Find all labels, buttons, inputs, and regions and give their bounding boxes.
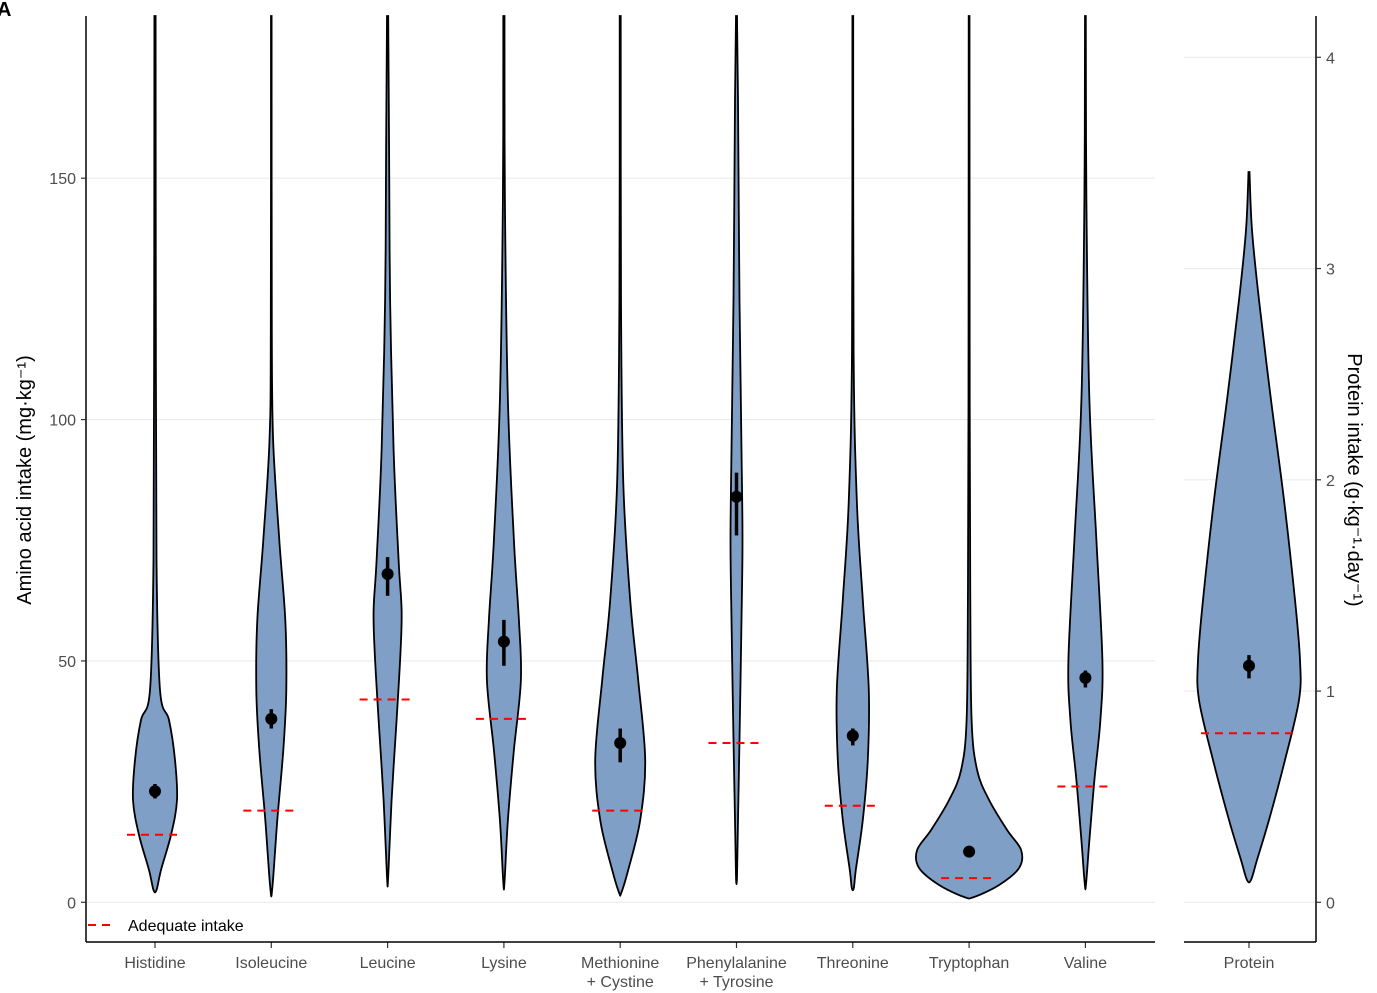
legend-label: Adequate intake	[128, 918, 244, 935]
median-point	[730, 490, 743, 503]
legend: Adequate intake	[88, 918, 244, 935]
median-point	[1079, 671, 1092, 684]
right-y-axis-title: Protein intake (g·kg⁻¹·day⁻¹)	[1343, 353, 1365, 606]
median-point	[1243, 659, 1255, 672]
x-tick-label: + Tyrosine	[700, 974, 774, 991]
violin-isoleucine	[255, 15, 288, 898]
median-point	[265, 712, 278, 725]
tick-labels: 0 50 100 150 0 1 2 3 4 Histidine Isoleucine Leucine…	[49, 50, 1335, 991]
y-tick-label-left: 100	[49, 413, 76, 430]
y-tick-label-right: 0	[1326, 895, 1335, 912]
y-tick-label-right: 4	[1326, 50, 1335, 67]
violin-methionine	[594, 15, 647, 897]
left-y-axis-title: Amino acid intake (mg·kg⁻¹)	[14, 355, 36, 605]
violins	[127, 15, 1302, 900]
x-tick-label: Protein	[1224, 955, 1275, 972]
median-point	[149, 785, 161, 798]
axes	[81, 16, 1321, 948]
violin-protein	[1196, 171, 1302, 884]
median-point	[846, 729, 859, 742]
panel-label: A	[0, 0, 11, 21]
y-tick-label-right: 2	[1326, 473, 1335, 490]
y-tick-label-left: 0	[67, 895, 76, 912]
violin-valine	[1067, 15, 1104, 891]
violin-leucine	[372, 15, 403, 888]
x-tick-label: Valine	[1064, 955, 1107, 972]
x-tick-label: Lysine	[481, 955, 527, 972]
violin-tryptophan	[914, 15, 1024, 900]
violin-lysine	[485, 15, 522, 891]
median-point	[381, 568, 394, 581]
y-tick-label-left: 50	[58, 654, 76, 671]
violin-histidine	[131, 15, 179, 894]
x-tick-label: Threonine	[817, 955, 889, 972]
x-tick-label: Histidine	[124, 955, 185, 972]
x-tick-label: Methionine	[581, 955, 659, 972]
x-tick-label: Isoleucine	[235, 955, 307, 972]
violin-phenylalanine	[729, 15, 744, 886]
y-tick-label-left: 150	[49, 171, 76, 188]
x-tick-label: Phenylalanine	[686, 955, 787, 972]
x-tick-label: Leucine	[360, 955, 416, 972]
y-tick-label-right: 3	[1326, 262, 1335, 279]
violin-threonine	[835, 15, 871, 892]
median-point	[614, 736, 627, 749]
median-point	[963, 845, 976, 858]
x-tick-label: Tryptophan	[929, 955, 1009, 972]
median-point	[497, 635, 510, 648]
y-tick-label-right: 1	[1326, 684, 1335, 701]
x-tick-label: + Cystine	[587, 974, 654, 991]
